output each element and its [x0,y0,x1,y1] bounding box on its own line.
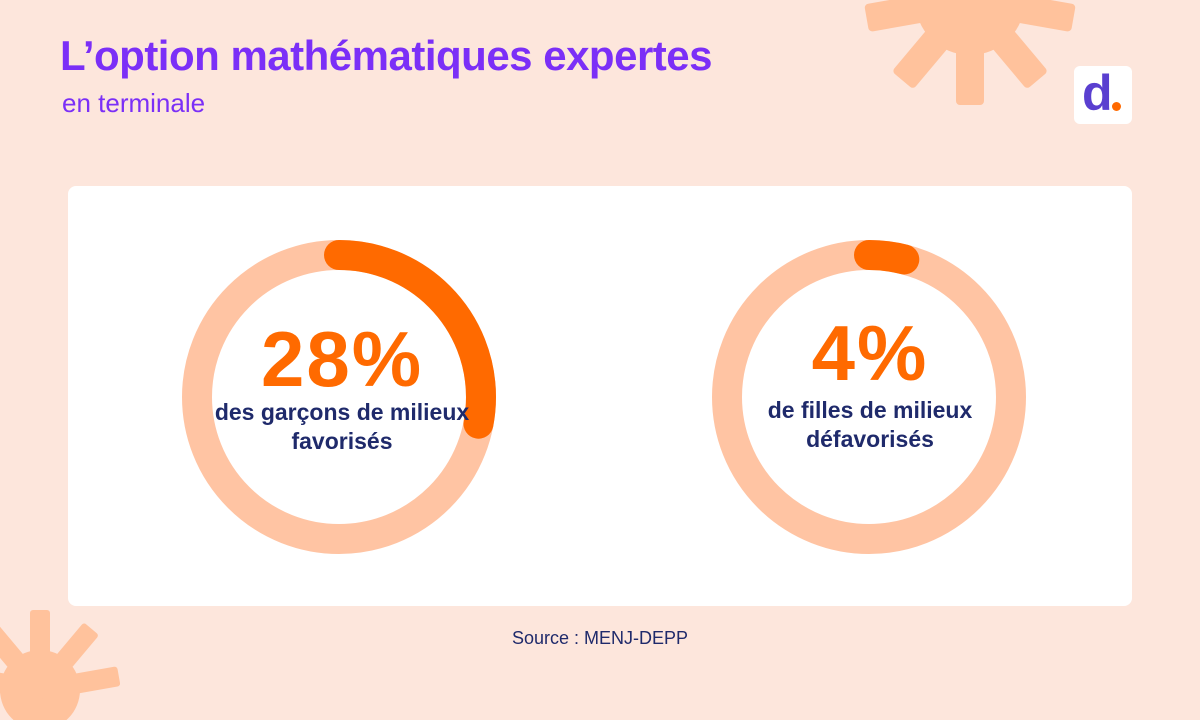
donut-value-label: 4% [811,309,929,397]
donut-value-label: 28% [260,315,424,403]
donut-charts [182,240,1026,554]
starburst-decoration-icon [864,0,1076,105]
donut-value-arc [182,240,496,554]
chart-card: 28% des garçons de milieux favorisés 4% … [68,186,1132,606]
page-subtitle: en terminale [62,88,206,118]
donut-caption: de filles de milieux défavorisés [767,397,973,452]
page-title: L’option mathématiques expertes [60,32,713,79]
donut-value-arc [712,240,1026,554]
starburst-decoration-icon [0,610,120,720]
logo-dot [1112,102,1121,111]
brand-logo: d [1074,65,1132,124]
donut-caption: des garçons de milieux favorisés [214,399,470,454]
source-note: Source : MENJ-DEPP [511,628,689,648]
logo-letter: d [1082,65,1113,121]
